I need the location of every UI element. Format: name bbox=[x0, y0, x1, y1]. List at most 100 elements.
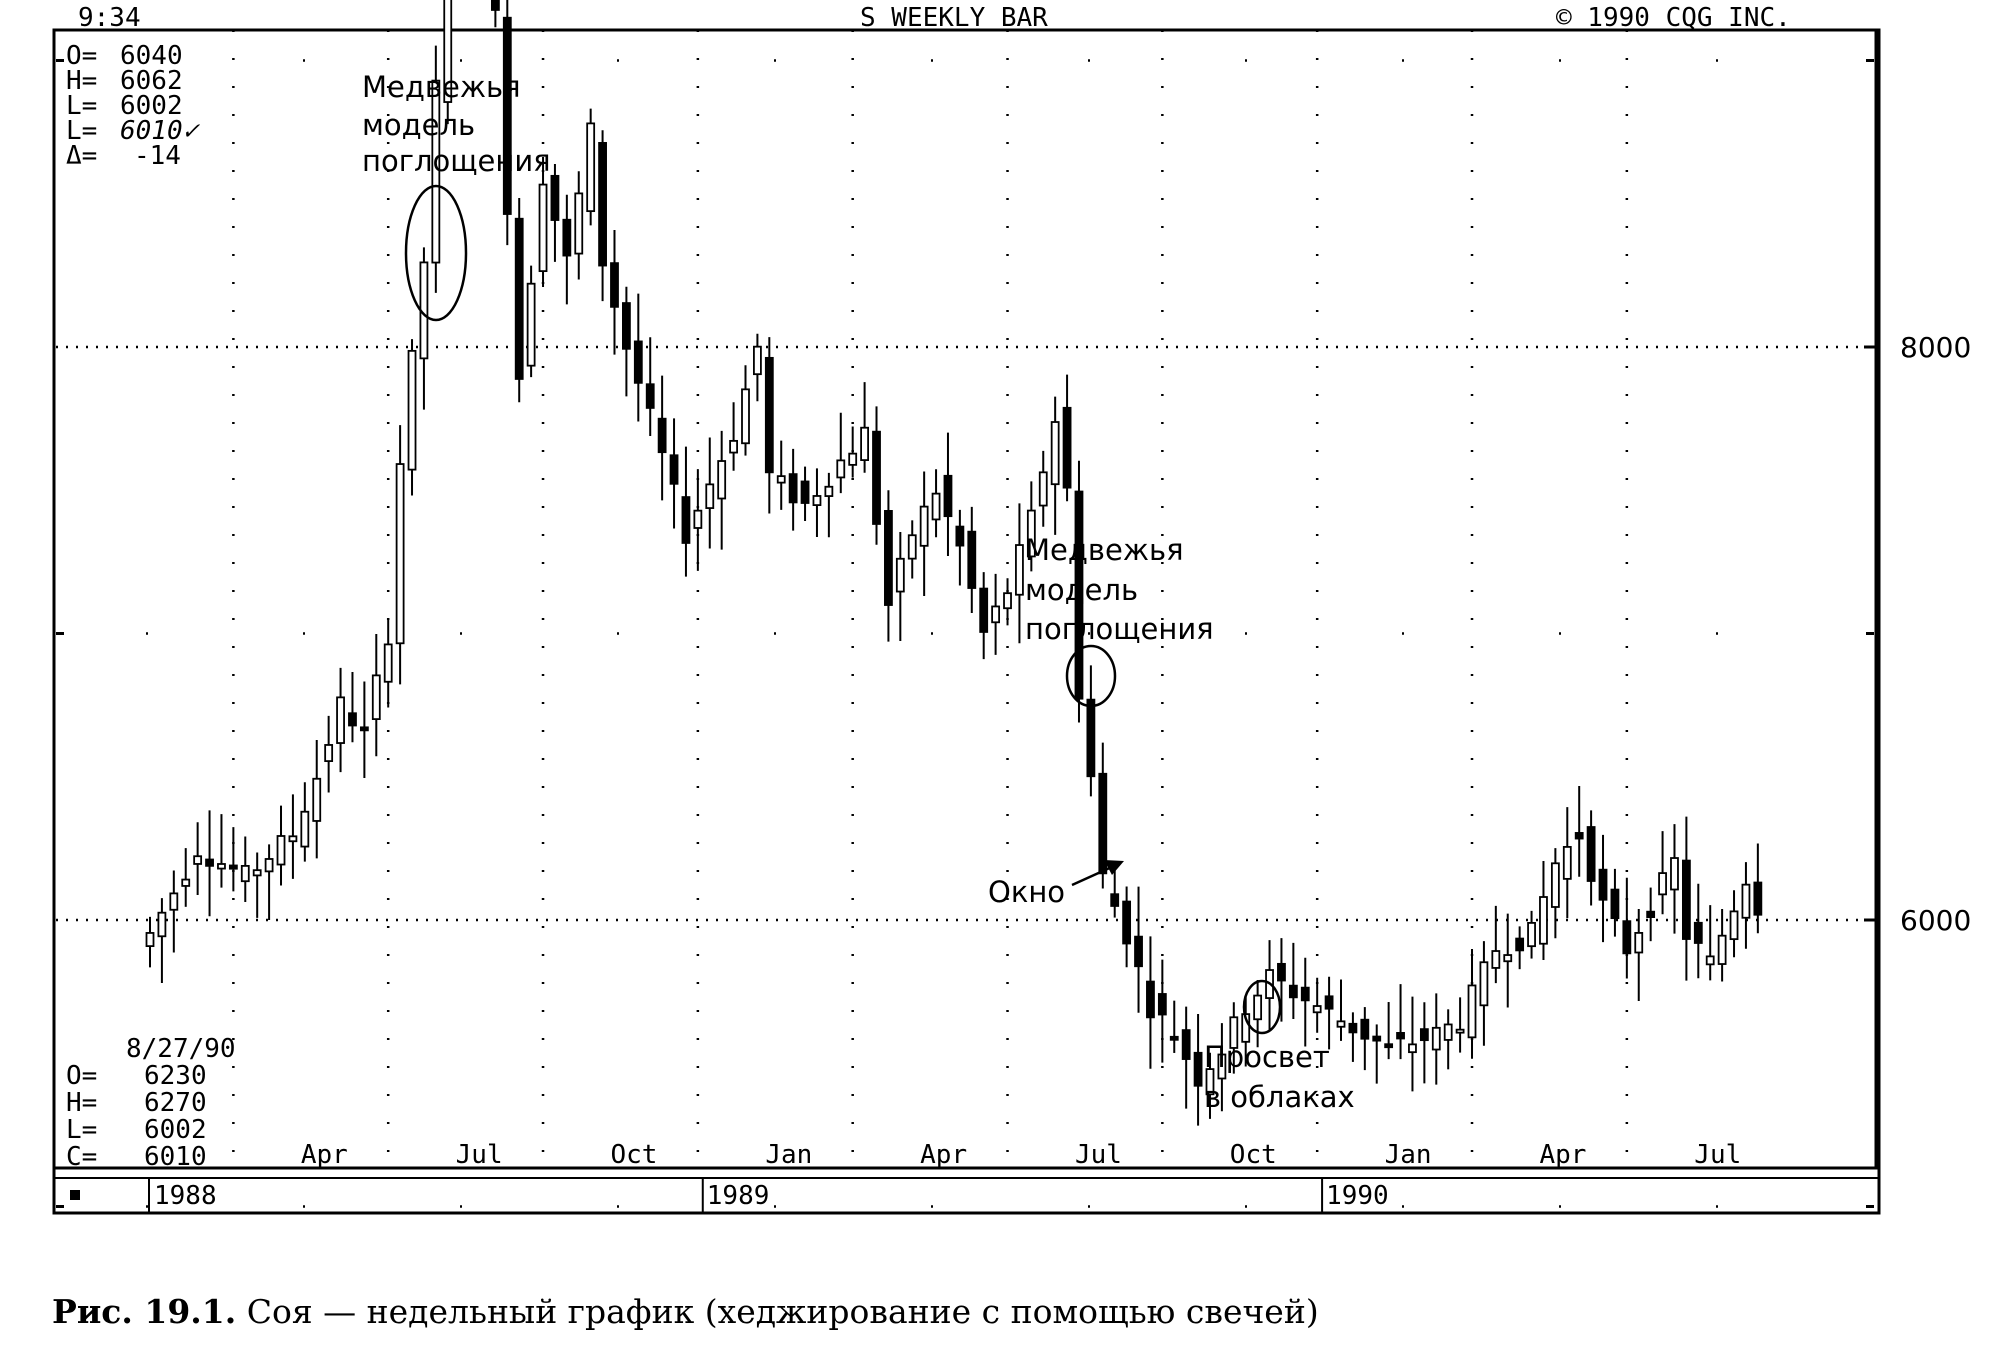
top-readout-value-4: -14 bbox=[134, 141, 181, 171]
candle-body-18 bbox=[359, 726, 369, 732]
annotation-bear1-line-0: Медвежья bbox=[362, 70, 521, 104]
candle-body-47 bbox=[705, 483, 715, 509]
candle-body-34 bbox=[550, 174, 560, 221]
candle-body-66 bbox=[931, 492, 941, 521]
annotation-bear2-line-2: поглощения bbox=[1025, 612, 1214, 646]
candle-body-69 bbox=[967, 530, 977, 589]
candle-body-96 bbox=[1288, 984, 1298, 999]
candle-body-78 bbox=[1074, 490, 1084, 700]
annotation-piercing-line-1: в облаках bbox=[1204, 1080, 1355, 1114]
candle-body-135 bbox=[1753, 881, 1763, 916]
annotation-window-label: Окно bbox=[988, 875, 1065, 909]
candle-body-76 bbox=[1050, 421, 1060, 486]
candle-body-6 bbox=[217, 863, 226, 870]
candle-body-4 bbox=[193, 855, 203, 865]
candle-body-15 bbox=[324, 744, 334, 763]
candle-body-131 bbox=[1705, 955, 1715, 966]
candle-body-44 bbox=[669, 454, 679, 485]
x-month-label-4: Apr bbox=[920, 1140, 967, 1170]
candlestick-chart: 9:34 S WEEKLY BAR © 1990 CQG INC. O= 604… bbox=[52, 0, 1971, 1215]
annotation-piercing-line-0: Просвет bbox=[1204, 1040, 1330, 1074]
candle-body-86 bbox=[1169, 1035, 1179, 1041]
candle-body-38 bbox=[598, 142, 607, 267]
top-readout-value-3: 6010✓ bbox=[120, 116, 201, 146]
candle-body-93 bbox=[1253, 994, 1263, 1021]
candle-body-116 bbox=[1527, 921, 1536, 948]
candle-body-71 bbox=[991, 605, 1001, 624]
candle-body-53 bbox=[776, 475, 786, 484]
candle-body-45 bbox=[681, 496, 691, 544]
candle-body-12 bbox=[288, 835, 298, 843]
candle-body-114 bbox=[1503, 954, 1513, 963]
candle-body-101 bbox=[1348, 1022, 1358, 1034]
candle-body-99 bbox=[1324, 995, 1334, 1010]
candle-body-61 bbox=[872, 430, 881, 525]
candle-body-60 bbox=[860, 426, 869, 461]
candle-body-89 bbox=[1205, 1068, 1215, 1096]
candle-body-91 bbox=[1229, 1016, 1239, 1049]
candle-body-59 bbox=[848, 452, 858, 466]
annotation-bear2-ellipse bbox=[1065, 644, 1117, 708]
candle-body-5 bbox=[205, 858, 214, 867]
x-year-label-2: 1990 bbox=[1326, 1181, 1389, 1211]
candle-body-130 bbox=[1693, 921, 1703, 944]
candle-body-124 bbox=[1622, 920, 1632, 955]
candle-body-8 bbox=[240, 864, 250, 883]
candle-body-64 bbox=[907, 534, 917, 560]
candle-body-105 bbox=[1396, 1032, 1405, 1040]
bottom-readout-value-2: 6002 bbox=[144, 1115, 207, 1145]
annotation-bear2-line-1: модель bbox=[1025, 573, 1138, 607]
x-month-label-3: Jan bbox=[765, 1140, 812, 1170]
bottom-readout-value-3: 6010 bbox=[144, 1142, 207, 1172]
candle-body-95 bbox=[1277, 962, 1286, 982]
candle-body-123 bbox=[1610, 888, 1620, 920]
x-month-label-7: Jan bbox=[1385, 1140, 1432, 1170]
candle-body-52 bbox=[764, 356, 774, 474]
candle-body-79 bbox=[1086, 698, 1096, 778]
candle-body-48 bbox=[717, 460, 727, 500]
candle-body-1 bbox=[157, 911, 167, 938]
candle-body-30 bbox=[502, 16, 512, 215]
candle-body-20 bbox=[383, 643, 393, 683]
annotation-piercing-ellipse bbox=[1242, 979, 1282, 1035]
candle-body-41 bbox=[633, 340, 643, 384]
candle-body-82 bbox=[1122, 900, 1132, 945]
candle-body-3 bbox=[181, 878, 191, 887]
x-year-label-1: 1989 bbox=[707, 1181, 770, 1211]
candle-body-2 bbox=[169, 892, 179, 911]
annotation-window-arrow-head bbox=[1104, 860, 1124, 875]
candle-body-122 bbox=[1598, 868, 1608, 901]
top-readout-label-1: H= bbox=[66, 66, 97, 96]
candle-body-72 bbox=[1003, 592, 1012, 610]
x-month-label-5: Jul bbox=[1075, 1140, 1122, 1170]
x-month-label-2: Oct bbox=[610, 1140, 657, 1170]
candle-body-29 bbox=[490, 0, 500, 11]
annotation-bear-engulfing-2: Медвежья модель поглощения bbox=[1025, 533, 1214, 708]
annotation-bear1-line-2: поглощения bbox=[362, 144, 551, 178]
candle-body-132 bbox=[1717, 934, 1727, 965]
bottom-readout-value-1: 6270 bbox=[144, 1088, 207, 1118]
candle-body-24 bbox=[431, 79, 441, 264]
candle-body-7 bbox=[228, 864, 238, 870]
candle-body-83 bbox=[1134, 935, 1143, 968]
candle-body-108 bbox=[1431, 1026, 1441, 1051]
candle-body-49 bbox=[729, 439, 738, 454]
candle-body-9 bbox=[252, 869, 262, 877]
candle-body-121 bbox=[1586, 826, 1596, 882]
candle-body-128 bbox=[1670, 857, 1679, 891]
header-title: S WEEKLY BAR bbox=[860, 3, 1048, 33]
plot-area-frame bbox=[52, 28, 1878, 1170]
candle-body-56 bbox=[812, 495, 822, 506]
candle-body-16 bbox=[336, 696, 345, 744]
annotation-bear-engulfing-1: Медвежья модель поглощения bbox=[362, 70, 551, 322]
candle-body-75 bbox=[1038, 471, 1048, 507]
bottom-readout-label-0: O= bbox=[66, 1061, 97, 1091]
candle-body-126 bbox=[1646, 910, 1656, 918]
candle-body-119 bbox=[1562, 846, 1572, 880]
header-time: 9:34 bbox=[78, 3, 141, 33]
candle-body-73 bbox=[1015, 544, 1024, 596]
candle-body-88 bbox=[1193, 1051, 1203, 1087]
top-readout-label-0: O= bbox=[66, 41, 97, 71]
annotation-bear1-ellipse bbox=[404, 184, 468, 322]
candle-body-100 bbox=[1336, 1020, 1346, 1028]
